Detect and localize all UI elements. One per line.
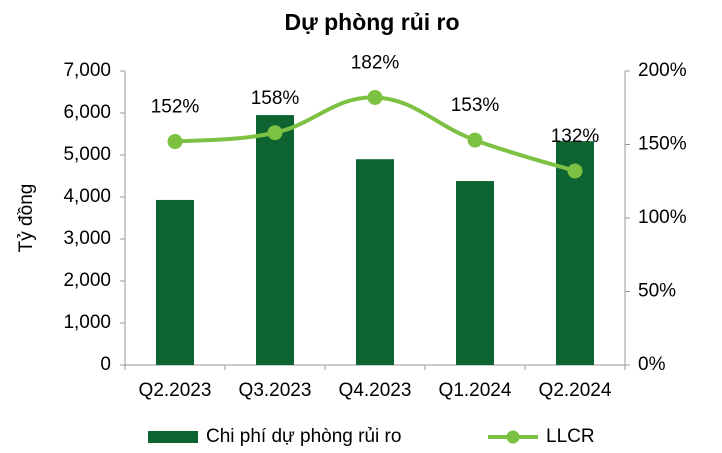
bar [156, 199, 194, 365]
x-tick-label: Q1.2024 [439, 380, 512, 401]
y2-tick-label: 50% [638, 281, 676, 302]
data-label: 132% [551, 126, 600, 147]
y-axis-label: Tỷ đồng [16, 184, 37, 253]
legend-swatch [148, 431, 198, 443]
y-tick-label: 2,000 [63, 270, 111, 291]
y-tick-label: 5,000 [63, 144, 111, 165]
y-tick-label: 0 [100, 354, 111, 375]
data-label: 152% [151, 97, 200, 118]
y-tick-label: 1,000 [63, 312, 111, 333]
line-marker [467, 132, 483, 148]
bar [356, 159, 394, 365]
line-marker [267, 125, 283, 141]
x-tick-label: Q4.2023 [339, 380, 412, 401]
x-tick-label: Q2.2023 [139, 380, 212, 401]
bar [456, 181, 494, 365]
y-tick-label: 3,000 [63, 228, 111, 249]
data-label: 182% [351, 52, 400, 73]
legend-label: Chi phí dự phòng rủi ro [206, 426, 401, 447]
y2-tick-label: 0% [638, 354, 666, 375]
line-marker [567, 163, 583, 179]
y2-tick-label: 150% [638, 134, 687, 155]
line-marker [167, 134, 183, 150]
y-tick-label: 4,000 [63, 186, 111, 207]
y-tick-label: 6,000 [63, 102, 111, 123]
data-label: 158% [251, 88, 300, 109]
y-tick-label: 7,000 [63, 60, 111, 81]
chart-title: Dự phòng rủi ro [284, 9, 459, 35]
x-tick-label: Q3.2023 [239, 380, 312, 401]
data-label: 153% [451, 95, 500, 116]
bar [256, 115, 294, 365]
legend-label: LLCR [546, 426, 595, 447]
x-tick-label: Q2.2024 [539, 380, 612, 401]
y2-tick-label: 200% [638, 60, 687, 81]
line-marker [367, 89, 383, 105]
y2-tick-label: 100% [638, 207, 687, 228]
legend-marker [506, 430, 520, 444]
